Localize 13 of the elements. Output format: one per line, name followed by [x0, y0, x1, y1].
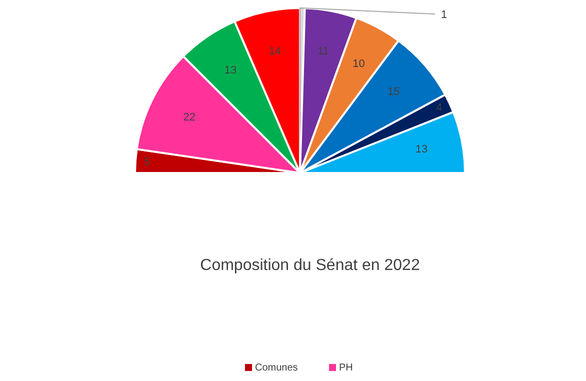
data-label: 22	[183, 111, 196, 124]
data-label: 10	[352, 58, 365, 70]
data-label: 11	[318, 45, 329, 58]
data-label: 5	[144, 156, 150, 168]
data-label: 13	[415, 144, 428, 156]
data-label: 13	[224, 64, 237, 77]
legend-label: PH	[339, 362, 353, 374]
data-label: 15	[388, 86, 400, 98]
data-label: 4	[436, 102, 442, 114]
text: Composition du Sénat en 2022	[200, 257, 420, 274]
data-label: 14	[268, 46, 282, 58]
legend-label: Comunes	[255, 362, 298, 374]
data-label: 1	[441, 8, 448, 21]
